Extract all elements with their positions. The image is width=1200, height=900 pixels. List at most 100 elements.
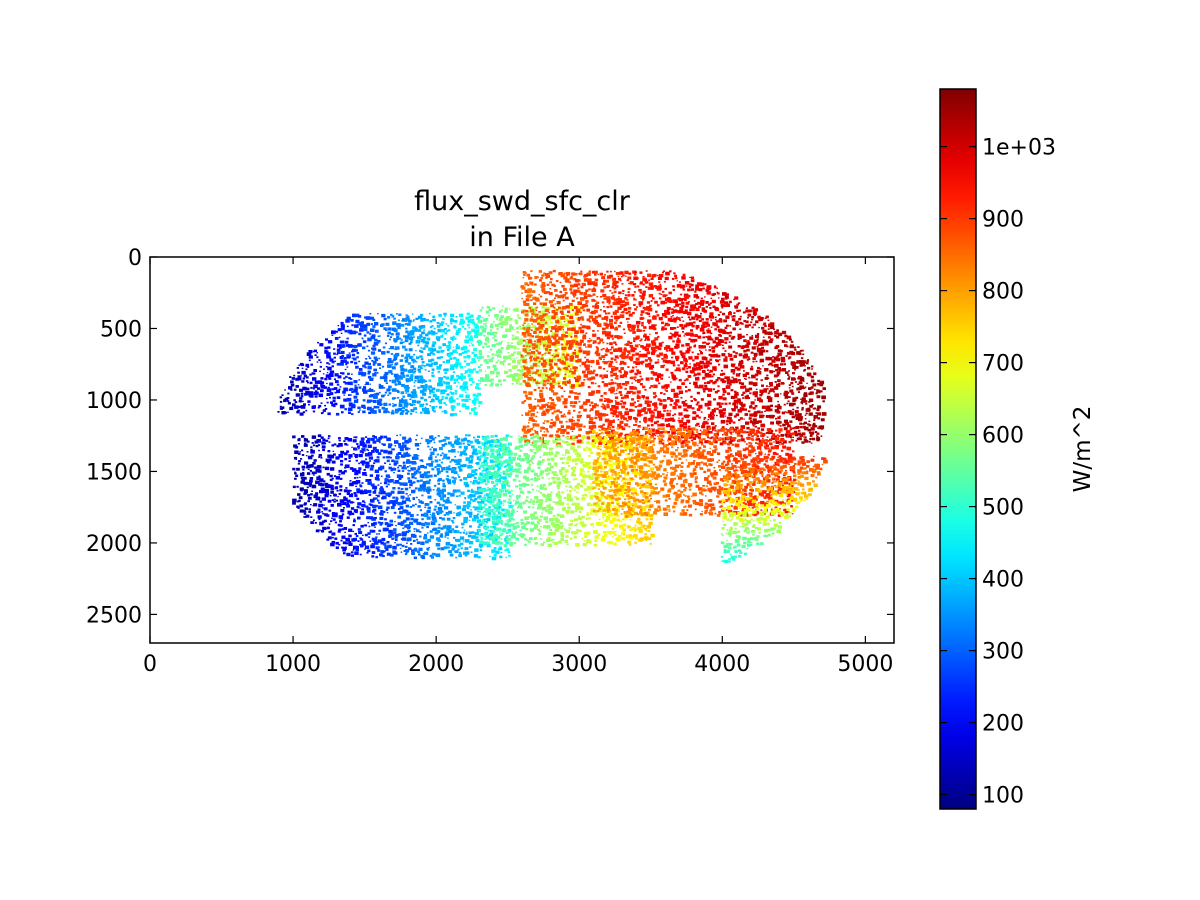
heatmap-cell <box>339 440 341 442</box>
heatmap-cell <box>354 384 357 387</box>
heatmap-cell <box>371 529 376 533</box>
heatmap-cell <box>797 413 802 417</box>
heatmap-cell <box>353 477 357 479</box>
heatmap-cell <box>672 315 674 317</box>
heatmap-cell <box>359 491 364 495</box>
heatmap-cell <box>327 499 332 503</box>
heatmap-cell <box>640 282 643 284</box>
heatmap-cell <box>295 458 297 460</box>
heatmap-cell <box>520 376 523 379</box>
heatmap-cell <box>357 516 361 520</box>
heatmap-cell <box>578 392 581 395</box>
heatmap-cell <box>360 524 364 528</box>
heatmap-cell <box>673 320 677 323</box>
heatmap-cell <box>400 551 403 553</box>
heatmap-cell <box>431 362 433 364</box>
heatmap-cell <box>374 469 379 473</box>
heatmap-cell <box>637 409 642 413</box>
heatmap-cell <box>350 360 354 364</box>
heatmap-cell <box>661 357 664 360</box>
heatmap-cell <box>401 401 405 404</box>
heatmap-cell <box>655 324 657 326</box>
heatmap-cell <box>724 295 729 299</box>
heatmap-cell <box>338 454 343 458</box>
heatmap-cell <box>352 403 356 406</box>
heatmap-cell <box>363 469 366 471</box>
heatmap-cell <box>500 315 504 319</box>
heatmap-cell <box>320 381 325 385</box>
heatmap-cell <box>504 334 508 337</box>
heatmap-cell <box>604 274 606 276</box>
heatmap-cell <box>545 358 550 363</box>
heatmap-cell <box>687 294 691 298</box>
heatmap-cell <box>392 403 394 405</box>
heatmap-cell <box>383 317 387 321</box>
heatmap-cell <box>672 419 676 422</box>
heatmap-cell <box>561 296 565 299</box>
heatmap-cell <box>678 378 682 382</box>
heatmap-cell <box>624 394 629 399</box>
heatmap-cell <box>792 397 797 401</box>
heatmap-cell <box>325 439 329 442</box>
heatmap-cell <box>358 386 362 389</box>
heatmap-cell <box>478 379 480 382</box>
heatmap-cell <box>342 501 347 505</box>
heatmap-cell <box>526 327 531 330</box>
heatmap-cell <box>697 315 702 319</box>
heatmap-cell <box>558 327 561 330</box>
heatmap-cell <box>683 379 686 382</box>
heatmap-cell <box>663 393 666 395</box>
heatmap-cell <box>536 433 539 436</box>
heatmap-cell <box>596 323 602 327</box>
heatmap-cell <box>527 396 532 401</box>
heatmap-cell <box>355 485 357 487</box>
heatmap-cell <box>552 342 557 346</box>
heatmap-cell <box>524 289 529 293</box>
heatmap-cell <box>753 341 757 345</box>
heatmap-cell <box>371 360 374 362</box>
heatmap-cell <box>300 405 306 409</box>
heatmap-cell <box>407 472 410 475</box>
heatmap-cell <box>785 341 788 343</box>
heatmap-cell <box>364 545 370 549</box>
heatmap-cell <box>565 368 569 371</box>
heatmap-cell <box>689 308 693 312</box>
heatmap-cell <box>308 510 311 513</box>
heatmap-cell <box>390 523 394 526</box>
heatmap-cell <box>750 401 755 405</box>
heatmap-cell <box>563 341 569 345</box>
heatmap-cell <box>595 281 598 284</box>
heatmap-cell <box>383 449 388 454</box>
heatmap-cell <box>728 412 733 416</box>
heatmap-cell <box>466 324 470 327</box>
heatmap-cell <box>362 346 366 350</box>
heatmap-cell <box>645 396 649 400</box>
heatmap-cell <box>353 440 356 443</box>
heatmap-cell <box>681 344 685 347</box>
heatmap-cell <box>424 385 428 389</box>
heatmap-cell <box>542 284 546 287</box>
heatmap-cell <box>413 353 416 356</box>
heatmap-cell <box>473 323 478 327</box>
heatmap-cell <box>292 403 296 407</box>
heatmap-cell <box>388 392 392 395</box>
heatmap-cell <box>714 328 717 331</box>
heatmap-cell <box>352 453 355 455</box>
heatmap-cell <box>355 535 359 538</box>
heatmap-cell <box>627 325 632 329</box>
heatmap-cell <box>657 276 662 280</box>
heatmap-cell <box>377 499 380 502</box>
heatmap-cell <box>525 344 529 347</box>
heatmap-cell <box>589 312 592 314</box>
heatmap-cell <box>540 398 545 402</box>
heatmap-cell <box>725 420 730 423</box>
heatmap-cell <box>380 512 384 516</box>
heatmap-cell <box>478 352 483 356</box>
heatmap-cell <box>331 517 333 519</box>
heatmap-cell <box>477 339 482 343</box>
heatmap-cell <box>635 366 638 368</box>
heatmap-cell <box>311 442 314 444</box>
heatmap-cell <box>734 305 739 309</box>
heatmap-cell <box>766 405 771 410</box>
heatmap-cell <box>676 339 681 344</box>
